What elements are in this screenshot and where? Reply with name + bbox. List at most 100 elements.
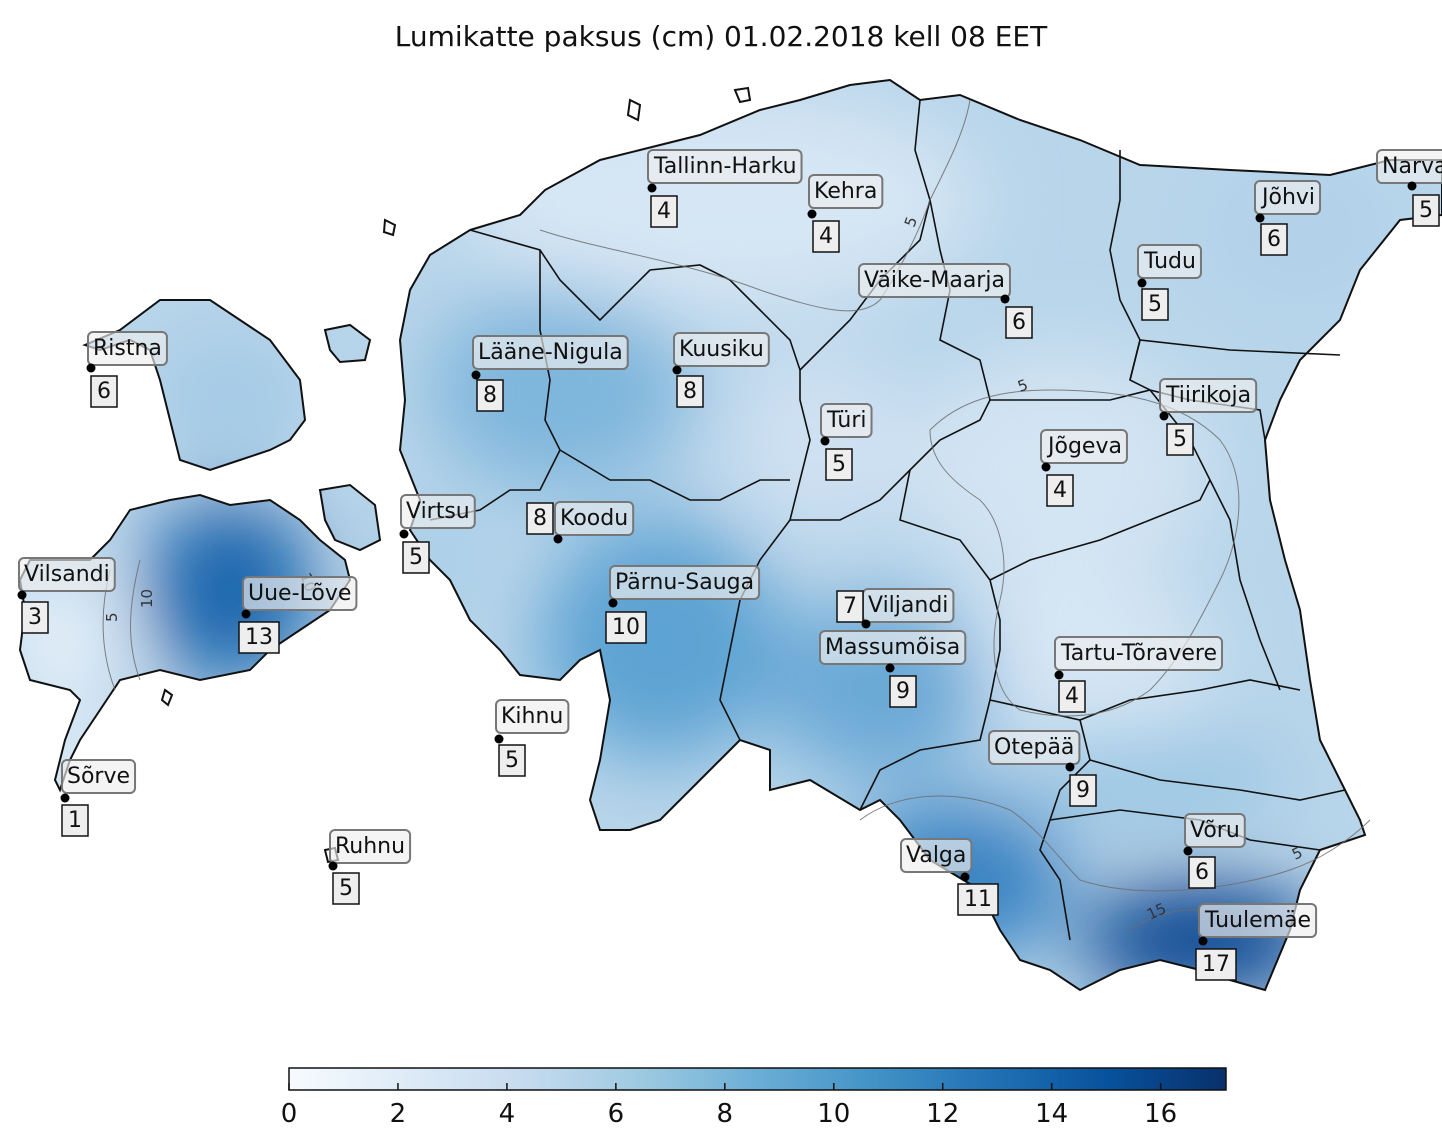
station-name-box xyxy=(647,149,803,184)
station-value-label: 5 xyxy=(339,876,353,901)
station: Koodu 8 xyxy=(526,501,635,544)
map-title: Lumikatte paksus (cm) 01.02.2018 kell 08… xyxy=(394,20,1048,53)
station-name-label: Koodu xyxy=(560,506,628,531)
station-name-label: Kihnu xyxy=(501,704,563,729)
station: Uue-Lõve 13 xyxy=(238,576,358,654)
station-value-label: 4 xyxy=(819,224,833,249)
station-value-box xyxy=(836,590,864,623)
station-name-label: Vilsandi xyxy=(24,562,110,587)
station-value-box xyxy=(1166,423,1194,456)
station-name-box xyxy=(819,630,967,665)
colorbar-tick-label: 10 xyxy=(817,1099,850,1129)
station-value-box xyxy=(676,375,704,408)
station-value-box xyxy=(957,883,999,916)
station-marker xyxy=(241,609,251,619)
station-value-label: 4 xyxy=(657,199,671,224)
station-value-box xyxy=(1195,948,1237,981)
station-value-label: 5 xyxy=(1173,427,1187,452)
station-value-label: 5 xyxy=(1419,198,1433,223)
station-name-label: Massumõisa xyxy=(825,635,960,660)
station-value-label: 4 xyxy=(1053,478,1067,503)
station-value-box xyxy=(650,195,678,228)
station-marker xyxy=(1255,213,1265,223)
station-name-box xyxy=(495,699,570,734)
station-value-label: 5 xyxy=(832,452,846,477)
station: Massumõisa 9 xyxy=(819,630,967,708)
stations: Tallinn-Harku 4 Kehra 4 Narva 5 Jõhvi 6 Tudu 5 Väi… xyxy=(17,149,1442,981)
station: Võru 6 xyxy=(1183,813,1246,889)
station-value-box xyxy=(402,541,430,574)
station: Lääne-Nigula 8 xyxy=(471,335,629,412)
station: Kehra 4 xyxy=(807,174,884,253)
station-name-box xyxy=(1054,636,1224,671)
station-name-box xyxy=(472,335,629,370)
station-name-box xyxy=(808,174,884,209)
station-name-label: Tallinn-Harku xyxy=(653,154,797,179)
station-value-box xyxy=(825,448,853,481)
colorbar-tick-label: 12 xyxy=(926,1099,959,1129)
station-value-label: 10 xyxy=(612,615,640,640)
station-value-label: 8 xyxy=(483,383,497,408)
station-name-label: Narva xyxy=(1382,154,1442,179)
station-marker xyxy=(647,183,657,193)
station-value-label: 4 xyxy=(1065,684,1079,709)
station: Türi 5 xyxy=(820,403,873,481)
station-marker xyxy=(471,370,481,380)
station-name-label: Tiirikoja xyxy=(1165,383,1251,408)
station-value-label: 3 xyxy=(28,605,42,630)
station-name-label: Sõrve xyxy=(67,764,130,789)
station: Sõrve 1 xyxy=(60,759,137,837)
colorbar-tick-label: 2 xyxy=(390,1099,407,1129)
station: Väike-Maarja 6 xyxy=(858,263,1033,339)
station-value-label: 8 xyxy=(533,506,547,531)
station-value-label: 1 xyxy=(68,808,82,833)
station-value-label: 9 xyxy=(1076,778,1090,803)
colorbar-tick-label: 6 xyxy=(608,1099,625,1129)
station-marker xyxy=(553,534,563,544)
station-marker xyxy=(1159,411,1169,421)
station-marker xyxy=(672,365,682,375)
contour-label: 5 xyxy=(103,612,121,622)
station-value-label: 9 xyxy=(896,679,910,704)
station-value-box xyxy=(1141,288,1169,321)
station-name-box xyxy=(87,331,168,366)
station-marker xyxy=(17,590,27,600)
station-name-label: Võru xyxy=(1190,818,1240,843)
station-value-label: 13 xyxy=(245,625,273,650)
station: Tiirikoja 5 xyxy=(1159,378,1258,456)
station: Tallinn-Harku 4 xyxy=(647,149,803,228)
station-name-label: Tuulemäe xyxy=(1204,908,1311,933)
station-value-box xyxy=(1412,194,1440,227)
station-name-box xyxy=(900,838,973,873)
station-value-box xyxy=(61,804,89,837)
colorbar-gradient xyxy=(288,1067,1227,1091)
station-marker xyxy=(1183,846,1193,856)
station-name-label: Ristna xyxy=(93,336,162,361)
station-value-box xyxy=(498,744,526,777)
station-marker xyxy=(1137,278,1147,288)
station-marker xyxy=(60,793,70,803)
station-name-label: Pärnu-Sauga xyxy=(615,570,754,595)
station-value-box xyxy=(812,220,840,253)
station-value-box xyxy=(1260,223,1288,256)
station-value-box xyxy=(332,872,360,905)
station: Viljandi 7 xyxy=(836,588,955,629)
station-value-label: 8 xyxy=(683,379,697,404)
station-marker xyxy=(861,619,871,629)
station-marker xyxy=(885,663,895,673)
station: Tudu 5 xyxy=(1137,244,1202,321)
station-value-box xyxy=(1058,680,1086,713)
station: Ristna 6 xyxy=(86,331,168,408)
station-name-box xyxy=(1040,429,1128,464)
station-name-box xyxy=(1137,244,1202,279)
station-marker xyxy=(494,734,504,744)
station-marker xyxy=(1000,294,1010,304)
station-name-box xyxy=(858,263,1011,298)
colorbar-ticks: 0 2 4 6 8 10 12 14 16 xyxy=(281,1083,1177,1129)
station-name-box xyxy=(673,332,770,367)
station-marker xyxy=(1065,762,1075,772)
station-name-label: Kuusiku xyxy=(679,337,764,362)
station-name-label: Tudu xyxy=(1143,249,1196,274)
contour-label: 10 xyxy=(138,589,156,608)
